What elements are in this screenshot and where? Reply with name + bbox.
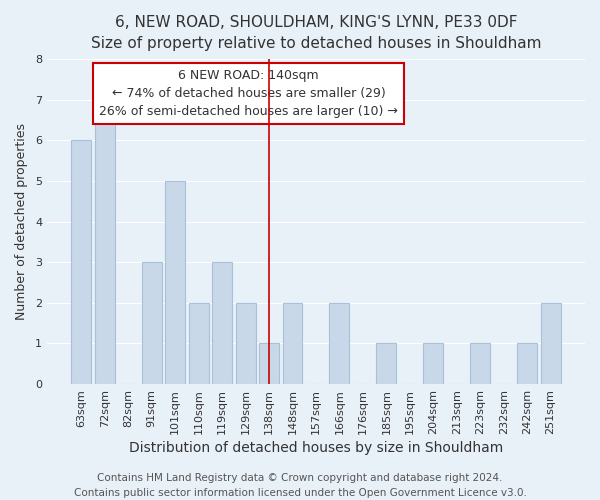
Y-axis label: Number of detached properties: Number of detached properties (15, 123, 28, 320)
Bar (71, 140, 91, 384)
Bar (541, 303, 560, 384)
Bar (517, 344, 537, 384)
Bar (423, 344, 443, 384)
X-axis label: Distribution of detached houses by size in Shouldham: Distribution of detached houses by size … (129, 441, 503, 455)
Bar (470, 344, 490, 384)
Bar (283, 303, 302, 384)
Bar (236, 303, 256, 384)
Bar (259, 344, 279, 384)
Bar (95, 100, 115, 384)
Text: Contains HM Land Registry data © Crown copyright and database right 2024.
Contai: Contains HM Land Registry data © Crown c… (74, 472, 526, 498)
Bar (165, 181, 185, 384)
Title: 6, NEW ROAD, SHOULDHAM, KING'S LYNN, PE33 0DF
Size of property relative to detac: 6, NEW ROAD, SHOULDHAM, KING'S LYNN, PE3… (91, 15, 541, 51)
Bar (376, 344, 397, 384)
Text: 6 NEW ROAD: 140sqm
← 74% of detached houses are smaller (29)
26% of semi-detache: 6 NEW ROAD: 140sqm ← 74% of detached hou… (99, 69, 398, 118)
Bar (142, 262, 162, 384)
Bar (329, 303, 349, 384)
Bar (188, 303, 209, 384)
Bar (212, 262, 232, 384)
